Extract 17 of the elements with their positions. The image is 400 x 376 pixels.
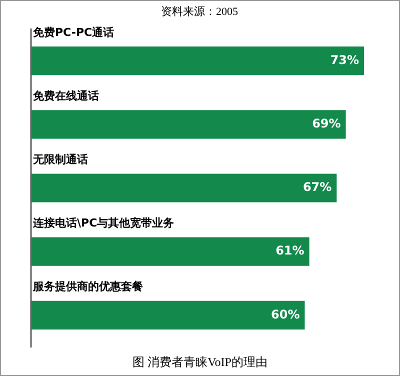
bar [31,237,310,266]
text: 图 消费者青睐VoIP的理由 [132,354,268,371]
y-tick-label: 服务提供商的优惠套餐 [32,280,143,294]
data-label: 61% [276,244,304,258]
bar [31,174,337,202]
data-label: 60% [271,307,300,322]
text: 资料来源：2005 [161,5,238,19]
y-tick-label: 无限制通话 [32,153,88,166]
data-label: 69% [312,116,341,131]
bar [31,46,364,76]
y-tick-label: 连接电话\PC与其他宽带业务 [32,216,174,230]
y-tick-label: 免费PC-PC通话 [32,26,114,39]
bar [31,110,346,139]
bar [31,300,305,330]
data-label: 67% [302,180,332,194]
y-tick-label: 免费在线通话 [32,89,99,102]
data-label: 73% [330,52,360,67]
